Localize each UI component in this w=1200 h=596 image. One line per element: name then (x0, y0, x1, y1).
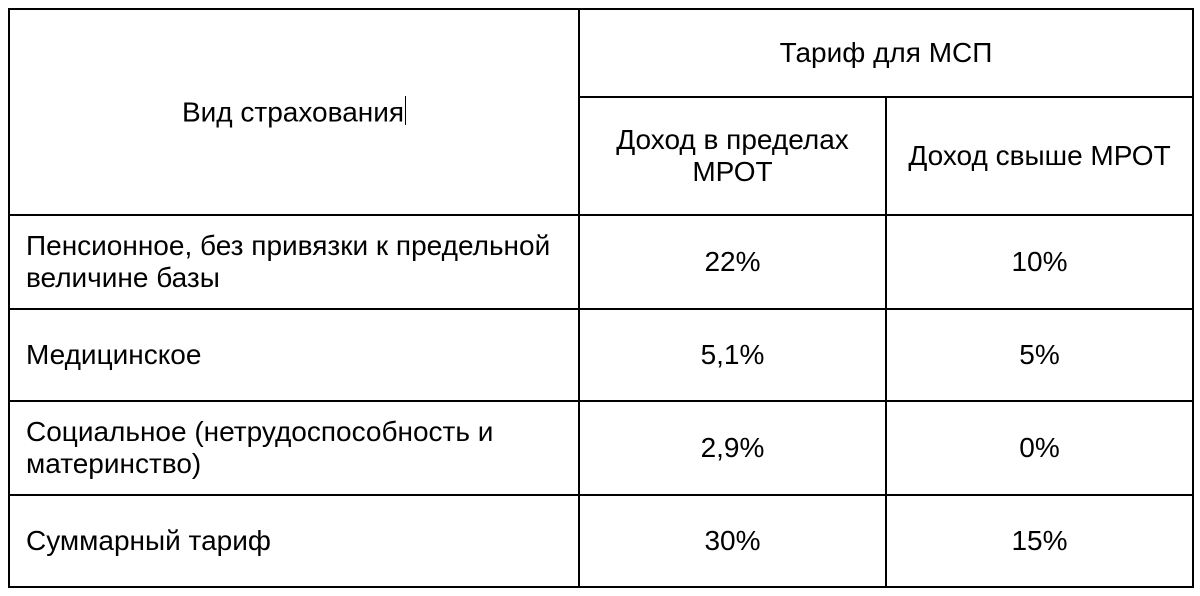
table-row: Суммарный тариф 30% 15% (9, 495, 1193, 587)
cell-within: 22% (579, 215, 886, 309)
cell-above: 5% (886, 309, 1193, 401)
cell-within: 30% (579, 495, 886, 587)
cell-above: 15% (886, 495, 1193, 587)
text-caret-icon (405, 96, 406, 125)
header-row-label-text: Вид страхования (182, 96, 404, 127)
cell-within: 2,9% (579, 401, 886, 495)
row-label: Медицинское (9, 309, 579, 401)
header-row-label: Вид страхования (9, 9, 579, 215)
row-label: Суммарный тариф (9, 495, 579, 587)
insurance-tariff-table: Вид страхования Тариф для МСП Доход в пр… (8, 8, 1194, 588)
table-row: Медицинское 5,1% 5% (9, 309, 1193, 401)
table-container: Вид страхования Тариф для МСП Доход в пр… (0, 0, 1200, 596)
header-group: Тариф для МСП (579, 9, 1193, 97)
cell-above: 0% (886, 401, 1193, 495)
header-sub-within: Доход в пределах МРОТ (579, 97, 886, 215)
cell-above: 10% (886, 215, 1193, 309)
row-label: Социальное (нетрудоспособность и материн… (9, 401, 579, 495)
cell-within: 5,1% (579, 309, 886, 401)
row-label: Пенсионное, без привязки к предельной ве… (9, 215, 579, 309)
table-row: Пенсионное, без привязки к предельной ве… (9, 215, 1193, 309)
table-row: Социальное (нетрудоспособность и материн… (9, 401, 1193, 495)
header-sub-above: Доход свыше МРОТ (886, 97, 1193, 215)
